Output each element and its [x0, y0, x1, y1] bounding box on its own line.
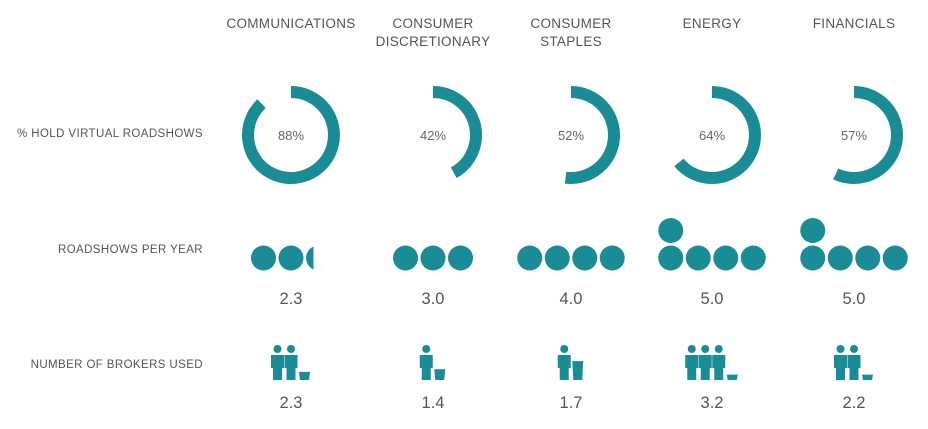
roadshow-circle-consumer-staples-2 [544, 245, 570, 271]
broker-person-energy-1 [685, 345, 699, 380]
broker-person-energy-2 [698, 345, 712, 380]
donut-label-energy: 64% [698, 128, 726, 143]
roadshow-circle-financials-2 [827, 245, 853, 271]
roadshows-value-consumer-discretionary: 3.0 [421, 290, 445, 308]
brokers-value-financials: 2.2 [842, 394, 866, 412]
donut-label-consumer-discretionary: 42% [419, 128, 447, 143]
broker-person-consumer-staples-1 [557, 345, 571, 380]
roadshow-circle-financials-4 [882, 245, 908, 271]
brokers-value-communications: 2.3 [279, 394, 303, 412]
roadshow-circle-financials-top-1 [800, 218, 826, 243]
roadshow-circle-consumer-discretionary-1 [393, 245, 418, 271]
roadshow-circle-consumer-discretionary-2 [420, 245, 446, 271]
sector-label-consumer-staples: CONSUMER STAPLES [530, 16, 612, 49]
roadshow-circle-energy-top-1 [658, 218, 684, 243]
roadshow-circle-energy-3 [713, 245, 739, 271]
sector-label-consumer-discretionary: CONSUMER DISCRETIONARY [375, 16, 491, 49]
brokers-value-consumer-discretionary: 1.4 [421, 394, 445, 412]
roadshow-circle-energy-1 [658, 245, 684, 271]
broker-person-energy-4 [726, 374, 738, 380]
donut-label-communications: 88% [277, 128, 305, 143]
roadshow-circle-consumer-discretionary-3 [448, 245, 473, 271]
roadshow-circle-communications-2 [278, 245, 304, 271]
roadshow-circle-consumer-staples-3 [572, 245, 598, 271]
donut-arc-energy [674, 86, 761, 184]
roadshow-circle-energy-2 [685, 245, 711, 271]
roadshows-value-consumer-staples: 4.0 [559, 290, 583, 308]
broker-person-energy-3 [712, 345, 726, 380]
broker-person-communications-3 [299, 371, 310, 380]
donut-label-financials: 57% [840, 128, 868, 143]
brokers-value-energy: 3.2 [700, 394, 724, 412]
roadshow-circle-consumer-staples-4 [599, 245, 625, 271]
roadshow-circle-financials-3 [855, 245, 881, 271]
broker-person-financials-2 [847, 345, 861, 380]
donut-arc-communications [242, 86, 340, 184]
broker-person-communications-1 [271, 345, 284, 380]
donut-arc-consumer-staples [564, 86, 620, 184]
donut-arc-financials [833, 86, 903, 184]
roadshows-value-communications: 2.3 [279, 290, 303, 308]
donut-arc-consumer-discretionary [432, 86, 482, 178]
brokers-value-consumer-staples: 1.7 [559, 394, 583, 412]
roadshow-circle-communications-1 [251, 245, 276, 271]
broker-person-financials-1 [834, 345, 847, 380]
row-label-brokers-used: NUMBER OF BROKERS USED [30, 359, 203, 371]
roadshow-circle-communications-3 [306, 246, 314, 270]
broker-person-consumer-staples-2 [572, 361, 584, 380]
broker-person-communications-2 [284, 345, 298, 380]
sector-label-communications: COMMUNICATIONS [226, 16, 356, 31]
broker-person-consumer-discretionary-2 [434, 369, 446, 380]
row-label-virtual-roadshows: % HOLD VIRTUAL ROADSHOWS [17, 128, 203, 140]
roadshows-value-energy: 5.0 [700, 290, 724, 308]
roadshow-circle-energy-4 [740, 245, 766, 271]
broker-person-consumer-discretionary-1 [419, 345, 433, 380]
sector-label-energy: ENERGY [682, 16, 742, 31]
broker-person-financials-3 [862, 374, 873, 380]
roadshow-circle-consumer-staples-1 [517, 245, 543, 271]
roadshows-value-financials: 5.0 [842, 290, 866, 308]
roadshow-circle-financials-1 [800, 245, 826, 271]
row-label-roadshows-per-year: ROADSHOWS PER YEAR [57, 244, 203, 256]
donut-label-consumer-staples: 52% [557, 128, 585, 143]
sector-label-financials: FINANCIALS [812, 16, 896, 31]
